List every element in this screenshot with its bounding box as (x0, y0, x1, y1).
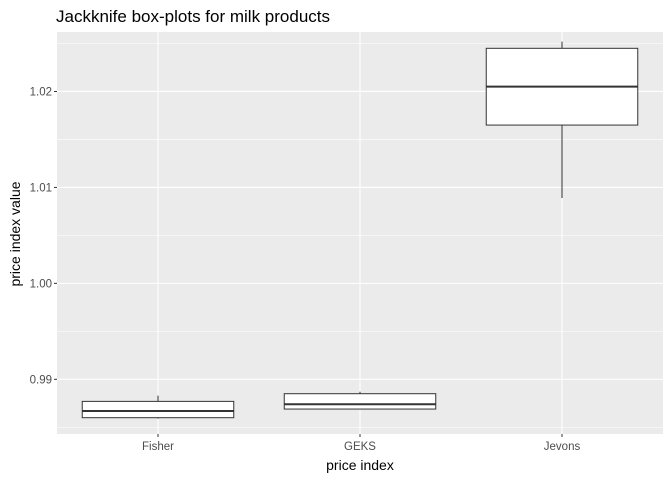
y-tick-label: 0.99 (30, 374, 52, 386)
x-axis-title: price index (326, 457, 394, 473)
box-jevons (485, 41, 639, 198)
chart-title: Jackknife box-plots for milk products (56, 7, 330, 26)
box-fisher (81, 395, 235, 419)
box-iqr (81, 400, 235, 419)
x-tick-label: GEKS (344, 441, 376, 453)
x-tick-label: Fisher (142, 441, 174, 453)
y-tick-label: 1.02 (30, 86, 52, 98)
y-axis-title: price index value (7, 181, 23, 286)
x-tick-label: Jevons (544, 441, 581, 453)
box-geks (283, 391, 437, 410)
box-iqr (283, 393, 437, 410)
y-tick-label: 1.01 (30, 182, 52, 194)
y-tick-label: 1.00 (30, 278, 52, 290)
